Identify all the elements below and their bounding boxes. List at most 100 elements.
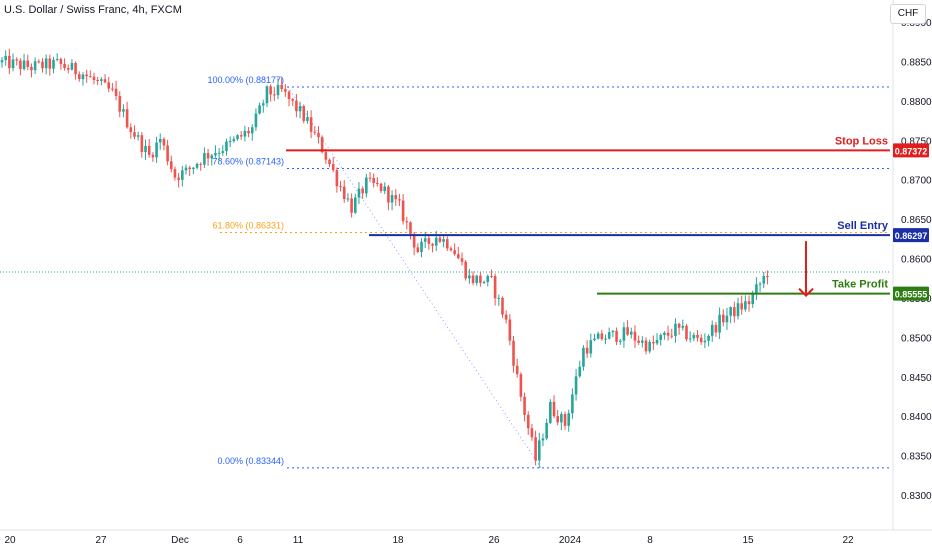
level-price-tag (893, 286, 929, 301)
candle-body (8, 55, 11, 69)
candle-body (232, 139, 236, 142)
candle-body (236, 135, 239, 140)
candle-body (147, 145, 151, 155)
candle-body (622, 327, 626, 341)
candle-body (214, 153, 217, 156)
candle-body (493, 276, 497, 299)
candle-body (677, 323, 681, 328)
currency-badge[interactable]: CHF (890, 4, 926, 24)
candle-body (387, 186, 390, 203)
candle-body (530, 428, 534, 438)
candle-body (751, 294, 755, 305)
candle-body (291, 99, 295, 101)
candle-body (423, 238, 427, 242)
candle-body (549, 401, 552, 423)
candle-body (144, 145, 147, 153)
candle-body (15, 59, 19, 61)
candle-body (37, 61, 41, 63)
candle-body (758, 283, 762, 285)
candle-body (508, 319, 512, 341)
x-tick-label: 18 (392, 535, 404, 546)
candle-body (626, 327, 629, 335)
candle-body (655, 339, 659, 344)
x-tick-label: 22 (842, 535, 854, 546)
candle-body (361, 188, 364, 194)
candle-body (177, 177, 180, 180)
candle-body (460, 258, 464, 262)
candle-body (59, 58, 63, 64)
chart-title: U.S. Dollar / Swiss Franc, 4h, FXCM (4, 4, 182, 16)
candle-body (258, 105, 261, 114)
x-tick-label: 15 (742, 535, 754, 546)
candle-body (376, 183, 379, 185)
candle-body (92, 76, 96, 80)
candle-body (596, 333, 600, 339)
candle-body (41, 61, 44, 69)
candle-body (11, 59, 15, 69)
candle-body (427, 238, 431, 244)
x-tick-label: 20 (4, 535, 16, 546)
candle-body (317, 132, 320, 138)
candle-body (457, 254, 460, 259)
candle-body (52, 59, 55, 69)
candle-body (537, 440, 541, 461)
candle-body (604, 338, 607, 340)
level-price-text: 0.86297 (895, 231, 928, 241)
candle-body (641, 340, 644, 343)
candle-body (74, 62, 77, 75)
candle-body (611, 330, 615, 333)
candle-body (563, 414, 567, 426)
candle-body (324, 152, 328, 160)
level-name-label: Stop Loss (835, 135, 888, 147)
x-tick-label: 8 (647, 535, 653, 546)
candle-body (718, 314, 721, 333)
candle-body (744, 301, 747, 310)
x-tick-label: 2024 (559, 535, 582, 546)
candle-body (184, 167, 188, 171)
candle-body (733, 307, 736, 317)
fib-level-label: 100.00% (0.88177) (207, 75, 284, 85)
candle-body (431, 243, 434, 246)
candle-body (188, 167, 191, 170)
candle-body (4, 55, 7, 61)
candle-body (55, 58, 59, 60)
candle-body (416, 247, 420, 253)
candle-body (313, 131, 317, 133)
candle-body (273, 94, 276, 96)
candle-body (114, 88, 118, 96)
candle-body (192, 167, 195, 170)
candle-body (136, 135, 140, 137)
candle-body (663, 332, 666, 335)
candle-body (30, 66, 33, 71)
candle-body (70, 62, 74, 70)
candle-body (199, 163, 203, 165)
candle-body (203, 153, 206, 165)
fib-level-label: 61.80% (0.86331) (212, 220, 284, 230)
candle-body (158, 138, 162, 143)
level-price-tag (893, 228, 929, 243)
fib-trend-line (287, 86, 542, 469)
candle-body (77, 74, 81, 80)
candle-body (552, 401, 556, 417)
candle-body (339, 186, 342, 188)
x-tick-label: Dec (171, 535, 189, 546)
candle-body (475, 275, 479, 283)
candle-body (269, 86, 272, 95)
candle-body (210, 155, 214, 159)
candle-body (261, 103, 265, 106)
candle-body (81, 74, 85, 80)
candle-body (747, 301, 751, 305)
fib-level-label: 0.00% (0.83344) (217, 456, 284, 466)
candle-body (63, 63, 66, 69)
candle-body (629, 331, 633, 335)
candle-body (100, 79, 103, 81)
candle-body (103, 79, 107, 83)
candle-body (674, 323, 677, 336)
candle-body (44, 58, 48, 69)
